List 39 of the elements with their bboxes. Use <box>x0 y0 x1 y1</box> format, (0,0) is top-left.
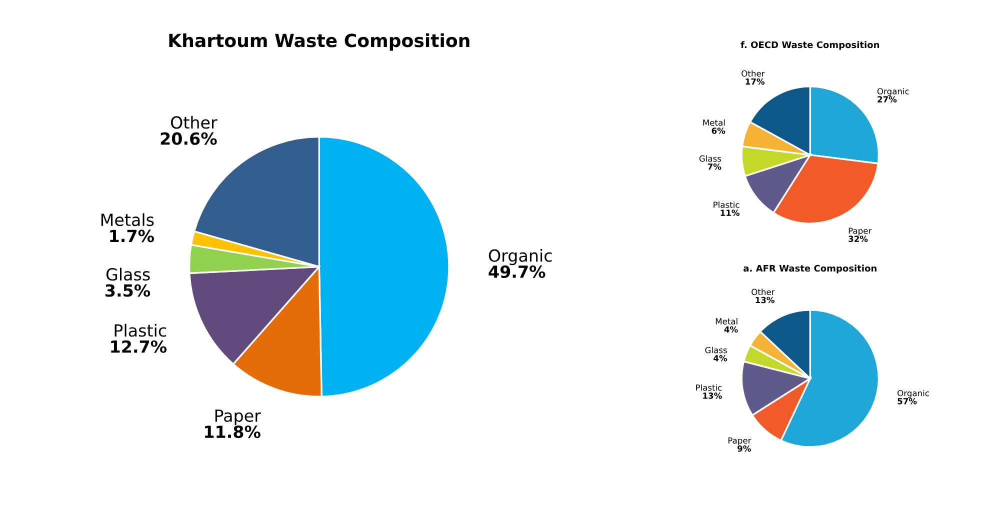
data-label: 49.7% <box>488 265 546 278</box>
slice-label: Other <box>742 70 765 77</box>
data-label: 17% <box>746 78 765 85</box>
data-label: 13% <box>703 392 722 399</box>
slice-label: Glass <box>106 268 150 281</box>
slice-label: Glass <box>699 155 722 162</box>
data-label: 20.6% <box>160 132 217 145</box>
slice-label: Organic <box>898 390 929 398</box>
data-label: 4% <box>714 355 728 362</box>
data-label: 12.7% <box>111 340 167 353</box>
slice-label: Plastic <box>714 201 740 208</box>
data-label: 11% <box>720 210 740 216</box>
chart-title: Khartoum Waste Composition <box>169 33 470 51</box>
data-label: 27% <box>878 96 897 102</box>
data-label: 3.5% <box>106 284 150 297</box>
data-label: 32% <box>848 236 868 242</box>
slice-label: Other <box>752 288 775 296</box>
chart-title: f. OECD Waste Composition <box>740 41 880 50</box>
data-label: 13% <box>756 296 775 304</box>
slice-label: Metal <box>703 119 725 126</box>
slice-label: Paper <box>728 437 752 446</box>
slice-label: Plastic <box>114 324 166 337</box>
slice-label: Other <box>170 116 218 129</box>
slice-label: Organic <box>488 248 552 266</box>
slice-label: Metals <box>101 213 154 226</box>
data-label: 1.7% <box>110 230 154 242</box>
data-label: 9% <box>738 445 751 452</box>
slice-label: Paper <box>848 228 872 236</box>
slice-label: Metal <box>716 318 738 324</box>
data-label: 4% <box>724 326 738 333</box>
data-label: 11.8% <box>205 425 260 438</box>
data-label: 57% <box>898 398 917 404</box>
chart-title: a. AFR Waste Composition <box>744 264 876 274</box>
slice-label: Paper <box>215 410 261 426</box>
slice-label: Plastic <box>696 384 722 391</box>
data-label: 7% <box>708 163 722 170</box>
data-label: 6% <box>712 128 726 134</box>
slice-label: Organic <box>877 88 909 96</box>
slice-label: Glass <box>705 346 727 354</box>
